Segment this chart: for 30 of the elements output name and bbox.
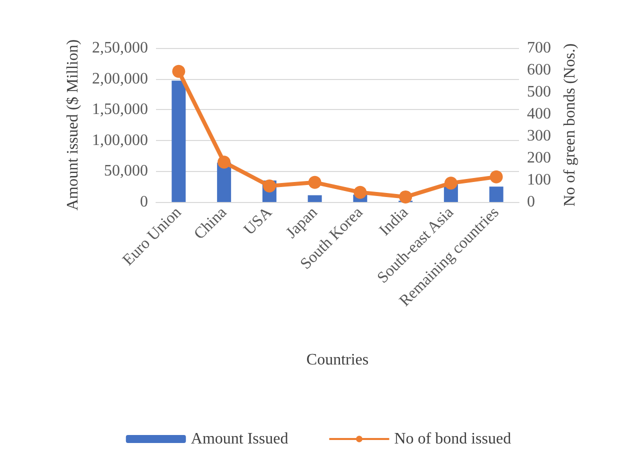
y-tick-label: 1,50,000 [92, 101, 148, 118]
y2-tick-label: 700 [527, 40, 551, 56]
bar [308, 195, 322, 202]
legend-label: No of bond issued [394, 430, 512, 448]
point [399, 190, 412, 204]
x-tick-label: USA [240, 204, 276, 239]
bar [172, 80, 186, 202]
y2-axis-title: No of green bonds (Nos.) [561, 43, 578, 207]
y2-tick-label: 500 [527, 84, 551, 100]
y-tick-label: 2,00,000 [92, 70, 148, 88]
point [354, 186, 367, 199]
y2-tick-label: 0 [527, 194, 535, 210]
y2-tick-label: 400 [527, 106, 551, 122]
point [218, 156, 231, 169]
point [490, 170, 503, 184]
y2-tick-label: 100 [527, 172, 551, 188]
y2-tick-label: 600 [527, 62, 551, 78]
y-tick-label: 1,00,000 [92, 132, 148, 149]
legend-label: Amount Issued [190, 430, 288, 448]
y-tick-label: 0 [140, 194, 148, 210]
y-tick-label: 2,50,000 [92, 40, 148, 56]
point [172, 64, 186, 78]
bar [489, 186, 504, 202]
point [444, 176, 458, 190]
x-axis-title: Countries [306, 352, 369, 368]
y-axis-title: Amount issued ($ Million) [64, 39, 82, 211]
y-tick-label: 50,000 [104, 162, 148, 180]
y2-tick-label: 300 [527, 128, 551, 144]
y2-tick-label: 200 [527, 150, 551, 166]
point [308, 176, 322, 189]
